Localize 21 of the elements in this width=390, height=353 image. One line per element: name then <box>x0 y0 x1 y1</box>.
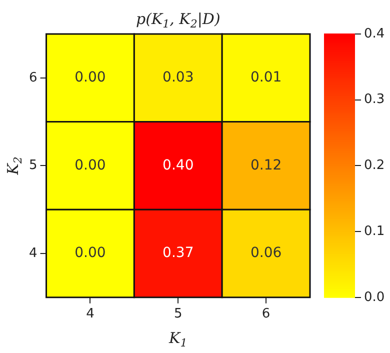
data-label: 0.12 <box>250 157 282 174</box>
y-tick-label: 5 <box>28 158 38 174</box>
data-label: 0.37 <box>162 245 194 262</box>
y-tick-label: 6 <box>28 70 38 86</box>
color-bar-label: 0.1 <box>364 224 385 239</box>
data-label: 0.03 <box>162 70 194 86</box>
data-label: 0.00 <box>74 157 106 174</box>
y-tick-label: 4 <box>28 246 38 261</box>
data-label: 0.40 <box>162 157 194 174</box>
y-axis-title: K2 <box>4 156 24 176</box>
data-label: 0.00 <box>74 70 106 86</box>
x-tick-label: 5 <box>174 306 182 322</box>
data-label: 0.01 <box>250 70 282 86</box>
x-tick-label: 6 <box>262 306 270 322</box>
x-tick-label: 4 <box>86 306 94 322</box>
data-label: 0.00 <box>74 245 106 262</box>
color-bar-label: 0.3 <box>364 92 385 108</box>
color-bar-label: 0.2 <box>364 158 385 174</box>
color-bar-label: 0.0 <box>364 290 385 305</box>
color-bar-label: 0.4 <box>364 26 385 42</box>
data-label: 0.06 <box>250 245 282 262</box>
